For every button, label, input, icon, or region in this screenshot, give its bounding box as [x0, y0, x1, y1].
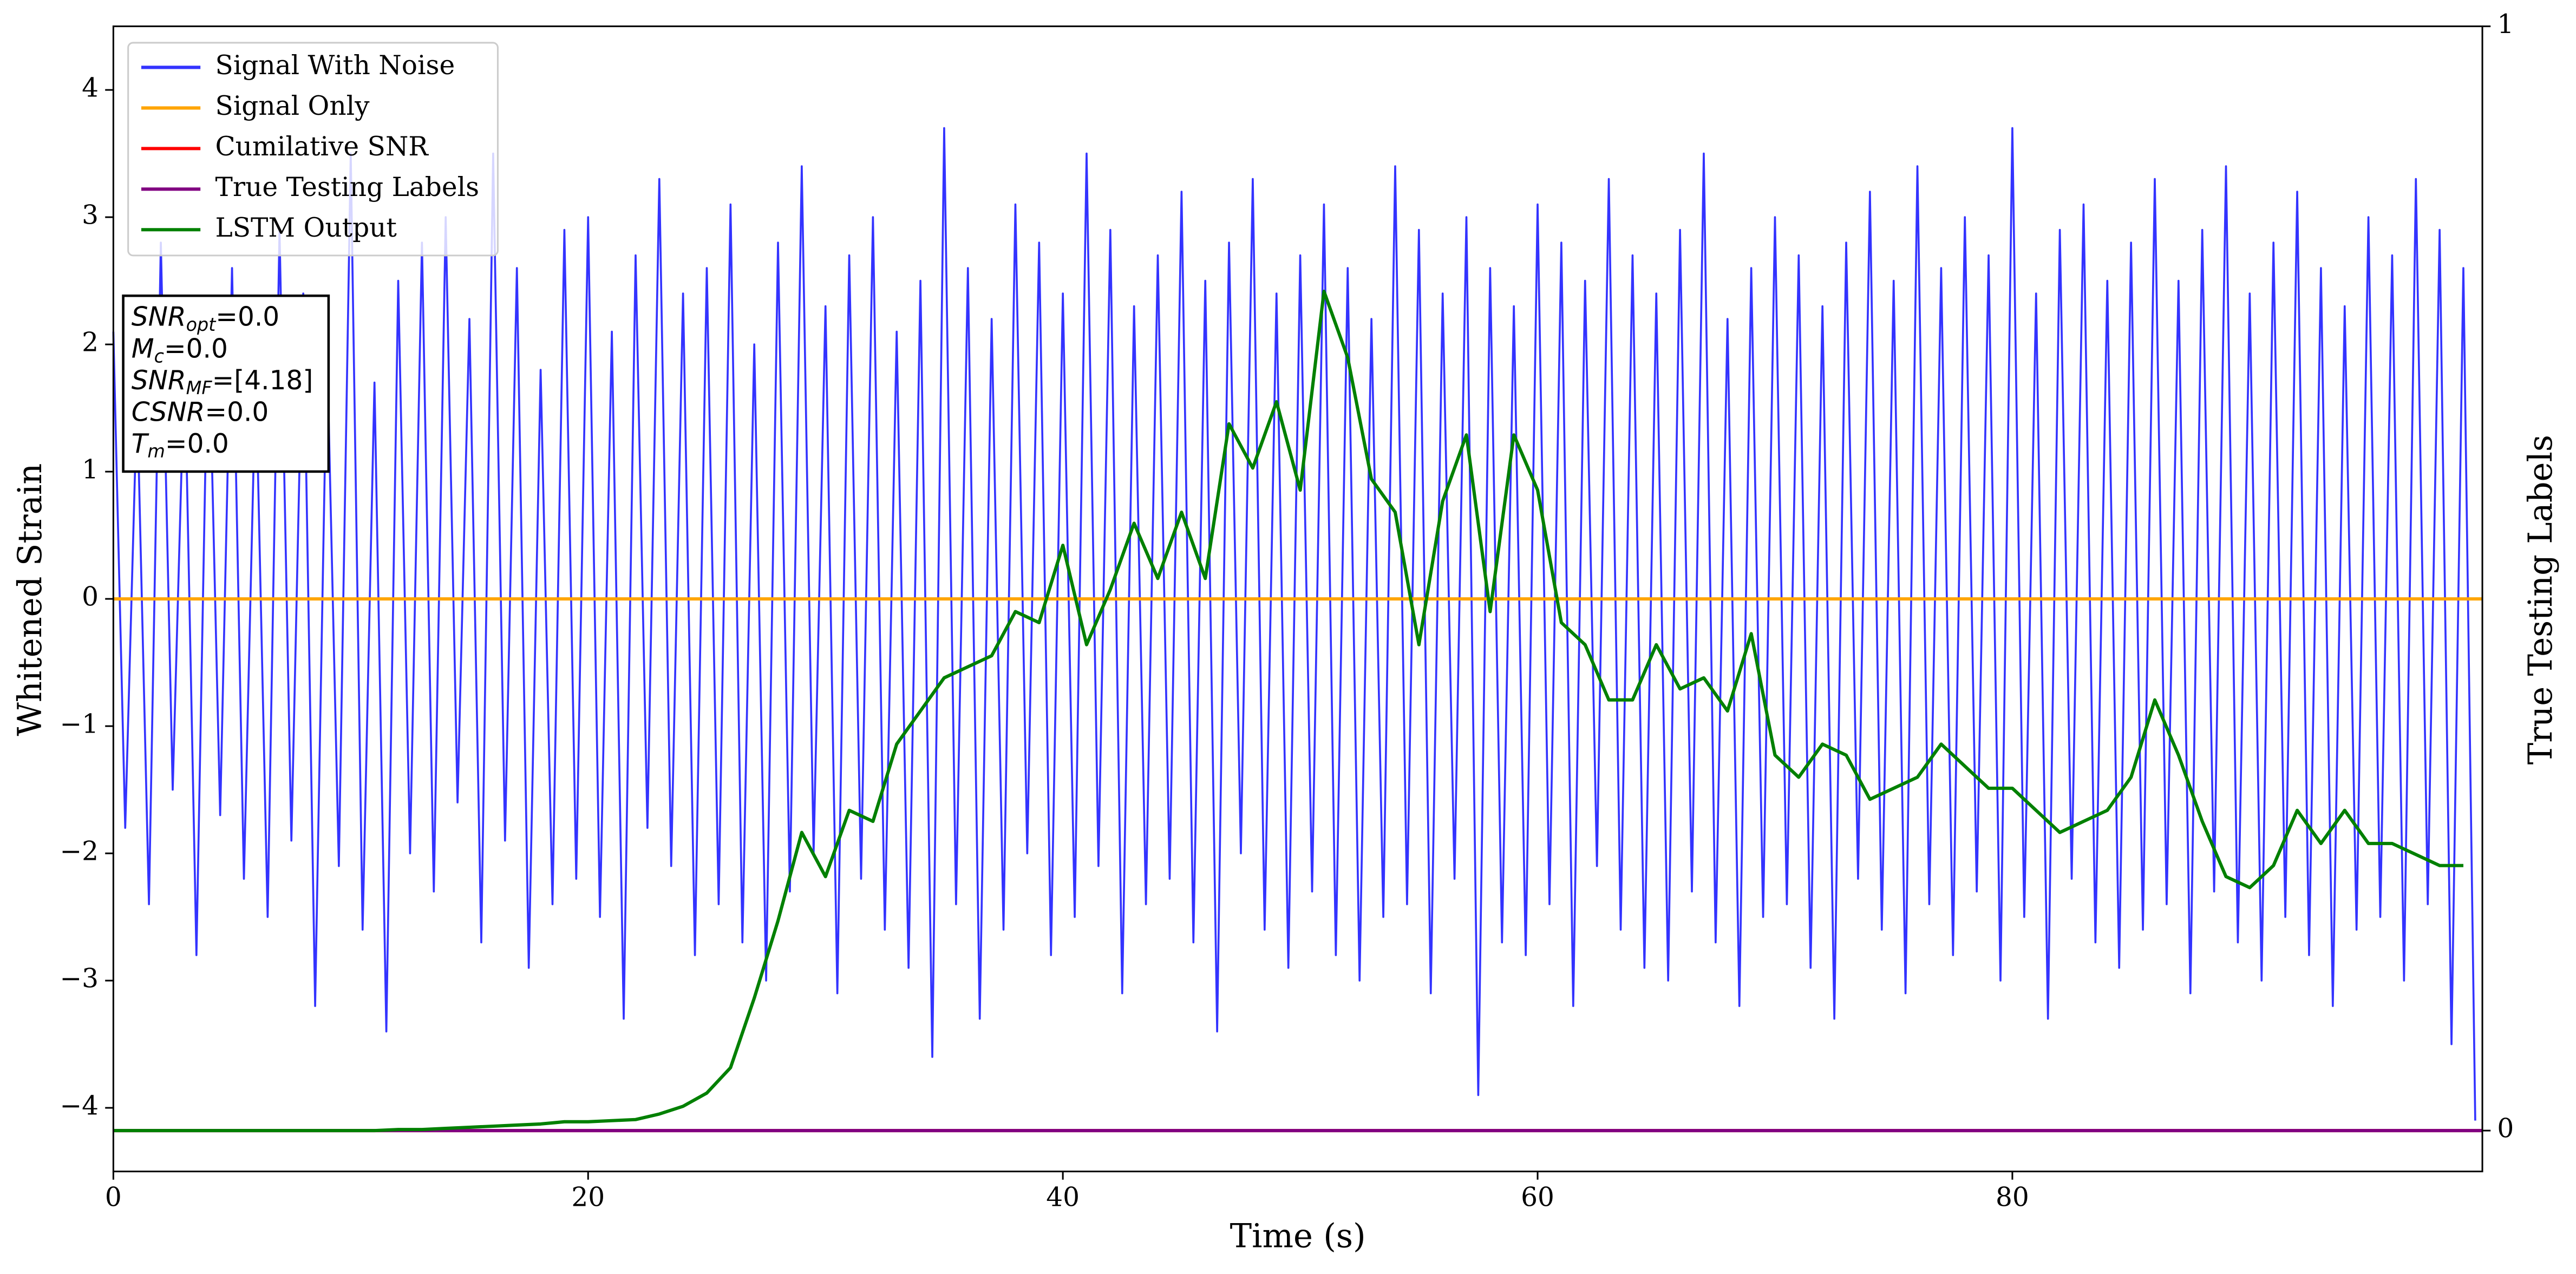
y-tick-label: 1 [82, 455, 99, 485]
legend-label: True Testing Labels [215, 172, 480, 202]
annotation-text: SNRopt=0.0 [132, 302, 279, 335]
annotation-symbol: SNR [132, 302, 186, 332]
annotation-value: =0.0 [215, 302, 279, 332]
annotation-value: =0.0 [205, 397, 269, 427]
x-tick-label: 80 [1996, 1182, 2029, 1213]
x-axis-label: Time (s) [1230, 1218, 1366, 1256]
annotation-text: CSNR=0.0 [132, 397, 269, 427]
legend-box [127, 42, 499, 257]
annotation-box [122, 294, 330, 473]
y-tick-label: 2 [82, 328, 99, 358]
annotation-subscript: MF [186, 377, 213, 398]
legend-label: Signal Only [215, 91, 370, 121]
legend-label: LSTM Output [215, 213, 397, 243]
y-tick-label: −2 [60, 837, 99, 867]
legend-label: Cumilative SNR [215, 132, 429, 162]
y2-axis-label: True Testing Labels [2522, 435, 2560, 765]
annotation-subscript: opt [186, 313, 217, 335]
y-axis-label: Whitened Strain [11, 463, 49, 736]
y-tick-label: −3 [60, 964, 99, 994]
y-tick-label: −1 [60, 709, 99, 740]
x-tick-label: 20 [571, 1182, 605, 1213]
y-tick-label: 4 [82, 73, 99, 103]
y2-tick-label: 0 [2497, 1114, 2514, 1144]
series-line [112, 127, 2476, 1121]
legend-label: Signal With Noise [215, 50, 455, 81]
x-tick-label: 60 [1521, 1182, 1554, 1213]
annotation-value: =0.0 [164, 334, 228, 364]
y-tick-label: 3 [82, 200, 99, 231]
annotation-value: =[4.18] [212, 365, 313, 396]
annotation-symbol: CSNR [132, 397, 205, 427]
annotation-symbol: SNR [132, 365, 186, 396]
annotation-symbol: T [132, 429, 149, 459]
annotation-subscript: c [154, 345, 164, 367]
annotation-value: =0.0 [165, 429, 229, 459]
series-line [113, 290, 2463, 1133]
annotation-text: Tm=0.0 [132, 429, 229, 462]
annotation-text: SNRMF=[4.18] [132, 365, 313, 398]
x-tick-label: 0 [105, 1182, 122, 1213]
y-tick-label: 0 [82, 582, 99, 612]
annotation-subscript: m [147, 441, 165, 462]
annotation-symbol: M [132, 334, 154, 364]
y2-tick-label: 1 [2497, 9, 2514, 40]
y-tick-label: −4 [60, 1091, 99, 1121]
x-tick-label: 40 [1046, 1182, 1080, 1213]
plot-area [112, 127, 2483, 1133]
annotation-text: Mc=0.0 [132, 334, 228, 367]
